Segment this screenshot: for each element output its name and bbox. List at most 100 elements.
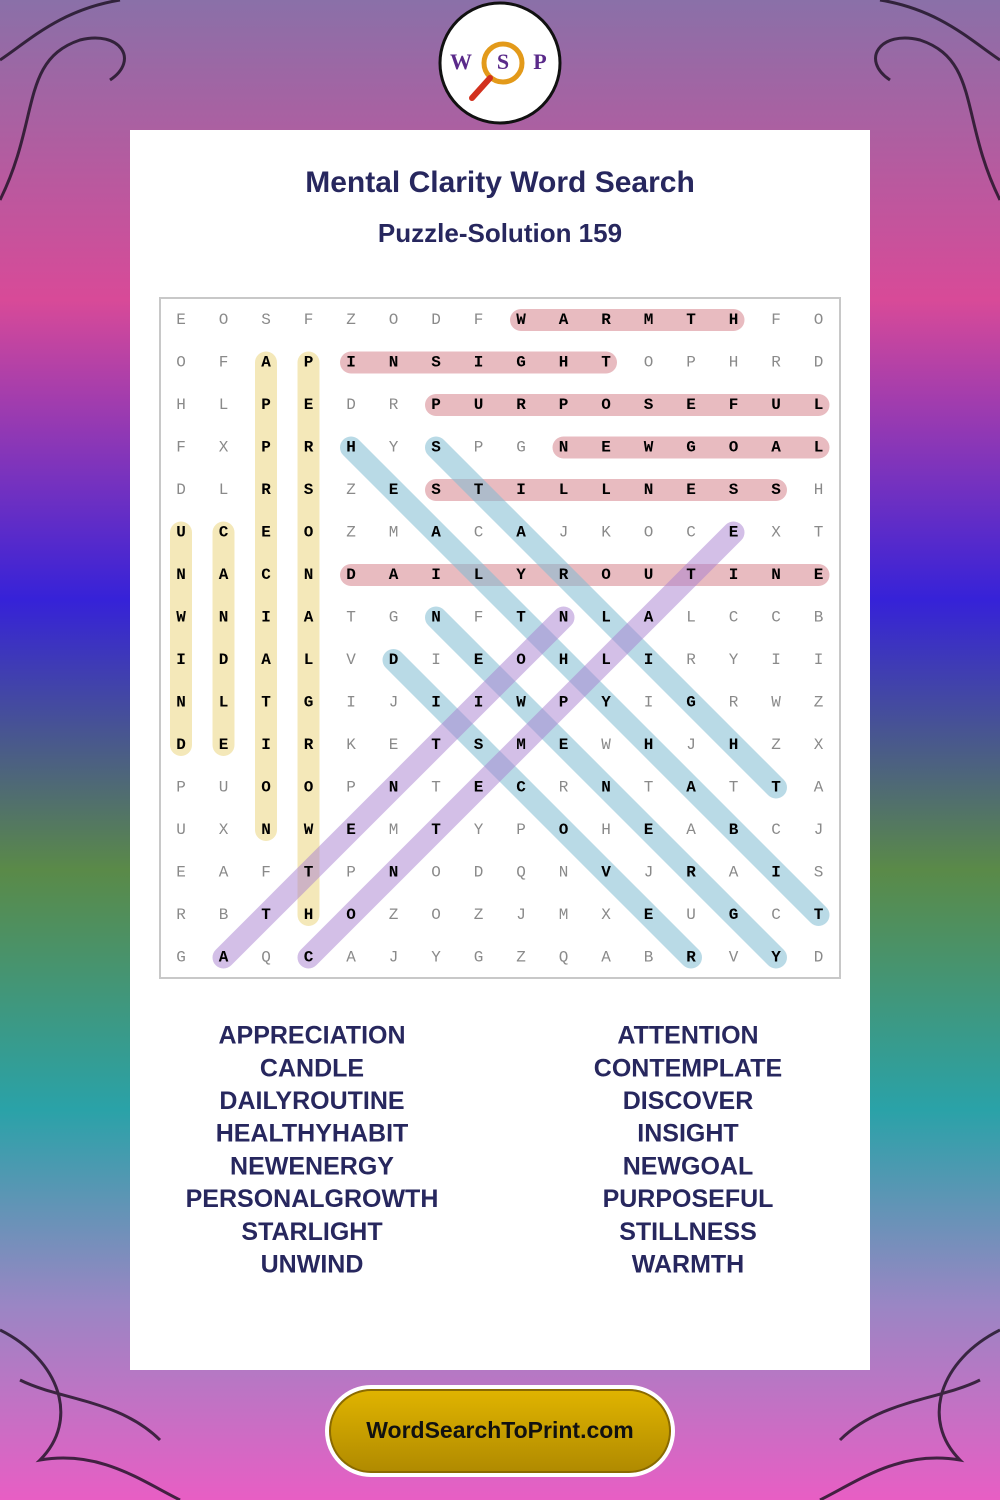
grid-letter: L <box>559 481 569 499</box>
grid-letter: N <box>601 779 611 797</box>
grid-letter: J <box>814 821 824 839</box>
grid-letter: N <box>431 609 441 627</box>
grid-letter: D <box>346 566 356 584</box>
word-list-item: STILLNESS <box>619 1218 757 1246</box>
grid-letter: O <box>814 311 824 329</box>
grid-letter: I <box>644 651 654 669</box>
grid-letter: L <box>219 396 229 414</box>
grid-letter: A <box>601 949 611 967</box>
grid-letter: H <box>559 354 569 372</box>
grid-letter: F <box>176 439 186 457</box>
grid-letter: C <box>771 609 781 627</box>
word-list-item: WARMTH <box>632 1251 744 1279</box>
grid-letter: S <box>771 481 781 499</box>
word-list-item: HEALTHYHABIT <box>216 1120 409 1148</box>
grid-letter: A <box>729 864 739 882</box>
grid-letter: E <box>176 311 186 329</box>
grid-letter: N <box>559 864 569 882</box>
grid-letter: W <box>601 736 611 754</box>
grid-letter: D <box>219 651 229 669</box>
grid-letter: B <box>644 949 654 967</box>
grid-letter: O <box>559 821 569 839</box>
grid-letter: X <box>219 439 229 457</box>
grid-letter: Y <box>474 821 484 839</box>
grid-letter: F <box>771 311 781 329</box>
grid-letter: Z <box>771 736 781 754</box>
grid-letter: Y <box>431 949 441 967</box>
grid-letter: Z <box>516 949 526 967</box>
grid-letter: A <box>516 524 526 542</box>
grid-letter: O <box>346 906 356 924</box>
grid-letter: I <box>176 651 186 669</box>
grid-letter: I <box>474 694 484 712</box>
grid-letter: E <box>644 906 654 924</box>
grid-letter: I <box>431 651 441 669</box>
grid-letter: A <box>771 439 781 457</box>
grid-letter: T <box>431 821 441 839</box>
grid-letter: W <box>771 694 781 712</box>
grid-letter: T <box>516 609 526 627</box>
grid-letter: T <box>729 779 739 797</box>
grid-letter: C <box>219 524 229 542</box>
panel <box>130 130 870 1370</box>
grid-letter: R <box>176 906 186 924</box>
grid-letter: V <box>346 651 356 669</box>
grid-letter: O <box>644 524 654 542</box>
grid-letter: R <box>559 779 569 797</box>
grid-letter: G <box>474 949 484 967</box>
grid-letter: S <box>261 311 271 329</box>
grid-letter: N <box>219 609 229 627</box>
grid-letter: I <box>346 354 356 372</box>
grid-letter: O <box>176 354 186 372</box>
grid-letter: U <box>644 566 654 584</box>
grid-letter: A <box>219 864 229 882</box>
grid-letter: M <box>559 906 569 924</box>
grid-letter: L <box>814 439 824 457</box>
grid-letter: R <box>304 439 314 457</box>
grid-letter: J <box>516 906 526 924</box>
grid-letter: E <box>176 864 186 882</box>
grid-letter: F <box>474 609 484 627</box>
grid-letter: H <box>346 439 356 457</box>
logo-handle <box>469 75 493 101</box>
grid-letter: Z <box>346 481 356 499</box>
grid-letter: A <box>219 949 229 967</box>
grid-letter: P <box>686 354 696 372</box>
grid-letter: W <box>176 609 186 627</box>
grid-letter: R <box>559 566 569 584</box>
grid-letter: H <box>601 821 611 839</box>
grid-letter: N <box>644 481 654 499</box>
grid-letter: E <box>389 736 399 754</box>
grid-letter: O <box>644 354 654 372</box>
word-list-item: NEWENERGY <box>230 1152 394 1180</box>
grid-letter: E <box>219 736 229 754</box>
grid-letter: E <box>346 821 356 839</box>
grid-letter: C <box>261 566 271 584</box>
grid-letter: D <box>814 949 824 967</box>
grid-letter: F <box>219 354 229 372</box>
grid-letter: E <box>814 566 824 584</box>
logo-letter: P <box>533 49 546 74</box>
grid-letter: U <box>176 524 186 542</box>
grid-letter: G <box>516 354 526 372</box>
grid-letter: D <box>176 481 186 499</box>
grid-letter: P <box>559 396 569 414</box>
grid-letter: V <box>601 864 611 882</box>
grid-letter: R <box>389 396 399 414</box>
grid-letter: B <box>219 906 229 924</box>
title: Mental Clarity Word Search <box>305 166 695 199</box>
grid-letter: E <box>729 524 739 542</box>
word-list-item: APPRECIATION <box>218 1022 405 1050</box>
grid-letter: N <box>559 439 569 457</box>
grid-letter: E <box>601 439 611 457</box>
grid-letter: A <box>559 311 569 329</box>
grid-letter: N <box>176 694 186 712</box>
grid-letter: T <box>261 694 271 712</box>
grid-letter: A <box>304 609 314 627</box>
grid-letter: S <box>304 481 314 499</box>
word-list-item: INSIGHT <box>637 1120 738 1148</box>
grid-letter: R <box>304 736 314 754</box>
grid-letter: I <box>261 609 271 627</box>
grid-letter: S <box>431 439 441 457</box>
